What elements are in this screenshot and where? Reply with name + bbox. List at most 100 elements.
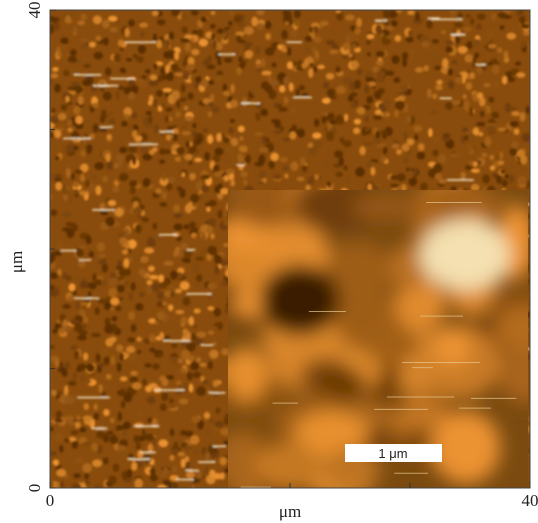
- grain: [414, 134, 419, 141]
- grain: [220, 188, 229, 195]
- grain: [170, 447, 180, 457]
- grain: [106, 160, 114, 171]
- grain: [50, 344, 55, 350]
- grain: [100, 279, 107, 287]
- grain: [174, 50, 180, 61]
- grain: [451, 63, 457, 70]
- grain: [339, 137, 344, 144]
- grain: [295, 88, 300, 99]
- y-tick-label: 40: [25, 2, 44, 19]
- grain: [301, 62, 308, 69]
- grain: [204, 429, 212, 436]
- grain: [115, 424, 125, 432]
- grain: [469, 18, 475, 26]
- grain: [155, 89, 163, 97]
- grain: [117, 39, 125, 47]
- grain: [167, 176, 176, 184]
- grain: [72, 181, 80, 188]
- grain: [50, 171, 55, 181]
- grain: [174, 156, 182, 162]
- grain: [135, 442, 142, 451]
- grain: [460, 135, 466, 144]
- grain: [75, 301, 80, 310]
- grain: [215, 41, 223, 51]
- grain: [128, 291, 134, 302]
- grain: [54, 21, 60, 32]
- grain: [362, 142, 372, 147]
- grain: [273, 129, 283, 135]
- grain: [158, 148, 167, 155]
- grain: [488, 61, 493, 66]
- grain: [206, 225, 214, 235]
- grain: [261, 134, 267, 145]
- grain: [432, 163, 443, 173]
- grain: [126, 469, 133, 478]
- grain: [50, 262, 54, 269]
- grain: [432, 137, 439, 144]
- grain: [50, 122, 55, 130]
- grain: [135, 55, 144, 64]
- grain: [57, 268, 62, 276]
- grain: [382, 10, 391, 19]
- grain: [132, 156, 137, 166]
- grain: [162, 479, 172, 486]
- grain: [380, 129, 388, 135]
- grain: [98, 126, 108, 133]
- grain: [401, 52, 409, 60]
- grain: [141, 428, 146, 439]
- grain: [130, 323, 137, 333]
- grain: [372, 115, 383, 120]
- grain: [186, 342, 196, 352]
- grain: [79, 280, 90, 289]
- grain: [83, 403, 89, 411]
- grain: [169, 454, 175, 461]
- grain: [420, 220, 510, 290]
- grain: [159, 403, 167, 412]
- grain: [235, 31, 245, 37]
- grain: [407, 10, 415, 16]
- grain: [125, 345, 136, 354]
- grain: [173, 213, 183, 219]
- grain: [282, 137, 291, 142]
- grain: [144, 247, 155, 254]
- grain: [128, 311, 136, 321]
- grain: [310, 31, 315, 39]
- grain: [488, 96, 495, 103]
- grain: [56, 46, 61, 52]
- grain: [57, 112, 67, 121]
- grain: [211, 457, 216, 462]
- grain: [102, 457, 109, 465]
- grain: [66, 228, 75, 239]
- grain: [228, 10, 235, 16]
- grain: [428, 128, 433, 138]
- grain: [112, 185, 120, 193]
- grain: [394, 97, 405, 102]
- grain: [355, 167, 365, 177]
- grain: [479, 110, 485, 118]
- grain: [394, 108, 399, 118]
- grain: [54, 83, 61, 93]
- grain: [64, 385, 69, 396]
- grain: [180, 83, 186, 93]
- grain: [326, 181, 332, 187]
- grain: [152, 98, 158, 108]
- grain: [406, 115, 412, 124]
- grain: [394, 34, 402, 42]
- grain: [73, 188, 79, 195]
- grain: [132, 254, 142, 259]
- grain: [115, 90, 120, 100]
- grain: [66, 295, 74, 302]
- grain: [338, 156, 344, 167]
- grain: [509, 120, 519, 128]
- grain: [398, 122, 407, 132]
- grain: [231, 155, 237, 164]
- grain: [97, 444, 103, 454]
- grain: [434, 326, 471, 370]
- grain: [80, 38, 89, 43]
- grain: [306, 56, 314, 64]
- grain: [93, 51, 104, 60]
- grain: [345, 34, 351, 45]
- grain: [110, 306, 115, 311]
- grain: [172, 133, 178, 142]
- grain: [335, 126, 343, 131]
